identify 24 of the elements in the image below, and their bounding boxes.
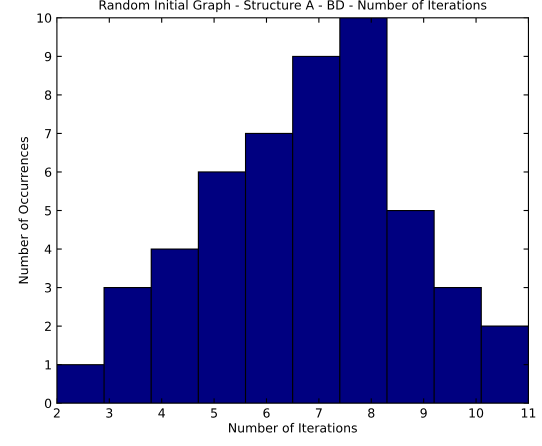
y-tick-label: 7: [45, 129, 51, 138]
y-tick-label: 9: [44, 52, 52, 62]
x-tick-label: 9: [420, 408, 427, 418]
x-tick-label: 6: [263, 408, 270, 418]
y-tick-label: 10: [38, 13, 52, 23]
y-axis-title: Number of Occurrences: [18, 137, 28, 284]
y-tick-label: 5: [45, 206, 51, 216]
x-tick-label: 4: [158, 408, 165, 418]
chart-title: Random Initial Graph - Structure A - BD - Number of Iterations: [100, 0, 486, 12]
x-tick-label: 5: [211, 408, 217, 418]
y-tick-label: 1: [45, 360, 51, 370]
x-tick-label: 11: [522, 408, 536, 418]
x-tick-label: 7: [316, 408, 322, 418]
x-tick-label: 10: [469, 408, 484, 418]
y-tick-label: 3: [45, 283, 52, 293]
x-axis-title: Number of Iterations: [229, 422, 357, 433]
y-tick-label: 4: [44, 244, 52, 254]
y-tick-label: 2: [45, 322, 51, 331]
y-tick-label: 0: [44, 398, 52, 408]
x-tick-label: 3: [106, 408, 112, 418]
x-tick-label: 8: [368, 408, 374, 418]
y-tick-label: 6: [44, 167, 52, 177]
x-tick-label: 2: [54, 408, 60, 418]
y-tick-label: 8: [44, 90, 52, 100]
